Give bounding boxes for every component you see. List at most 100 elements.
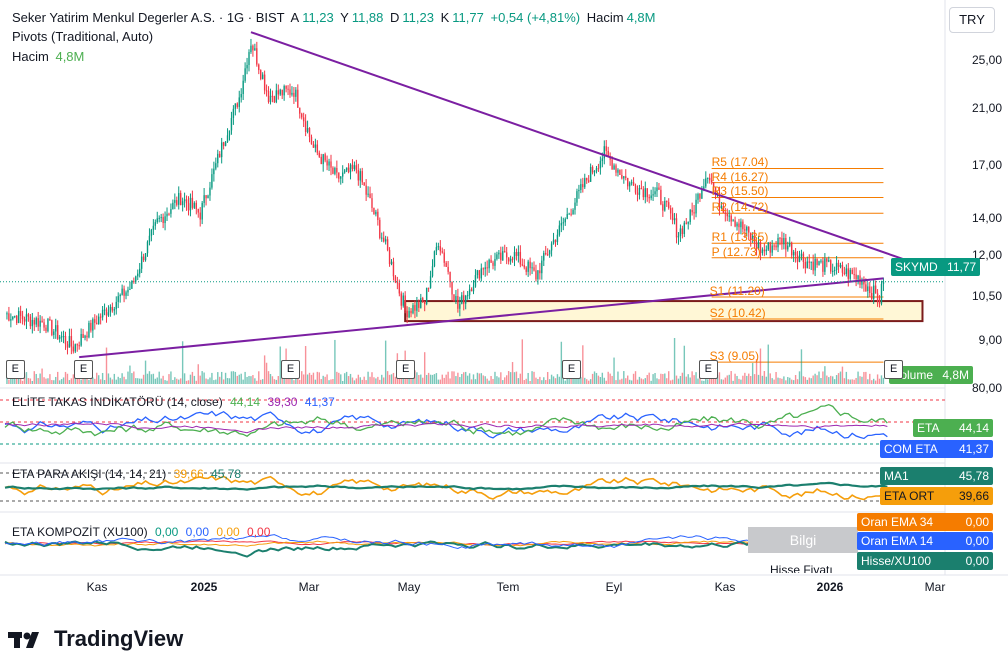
- volume-bar: [351, 377, 354, 384]
- candle-body: [76, 344, 78, 346]
- candle-body: [869, 286, 871, 294]
- volume-legend[interactable]: Hacim 4,8M: [12, 48, 87, 65]
- candle-body: [117, 296, 119, 302]
- eta-signal-line: [4, 422, 888, 434]
- volume-bar: [53, 380, 55, 384]
- last-price: 11,77: [947, 260, 977, 274]
- volume-bar: [187, 380, 190, 384]
- candle-body: [480, 268, 483, 279]
- volume-bar: [185, 380, 188, 384]
- currency-button[interactable]: TRY: [949, 7, 995, 33]
- volume-bar: [316, 371, 319, 384]
- volume-bar: [170, 371, 172, 384]
- candle-body: [281, 89, 283, 96]
- volume-bar: [103, 380, 106, 384]
- candle-body: [369, 193, 371, 199]
- ticker-label: SKYMD: [895, 260, 938, 274]
- candle-body: [824, 258, 826, 272]
- candle-body: [162, 217, 164, 224]
- tradingview-logo[interactable]: TradingView: [8, 626, 183, 652]
- candle-body: [431, 266, 434, 277]
- volume-bar: [318, 372, 320, 384]
- price-tick: 9,00: [978, 333, 1002, 347]
- earnings-marker[interactable]: E: [562, 360, 582, 379]
- komposit-blue-line: [4, 534, 888, 549]
- volume-bar: [203, 372, 205, 384]
- pivots-legend[interactable]: Pivots (Traditional, Auto): [12, 29, 154, 44]
- candle-body: [384, 239, 387, 242]
- volume-bar: [66, 373, 69, 384]
- volume-bar: [443, 377, 445, 384]
- eta-badge: ETA 44,14: [913, 419, 993, 437]
- volume-bar: [70, 378, 73, 384]
- candle-body: [876, 293, 879, 302]
- candle-body: [410, 310, 412, 314]
- indicator1-legend[interactable]: ELİTE TAKAS İNDİKATÖRÜ (14, close) 44,14…: [12, 395, 335, 409]
- candle-body: [287, 88, 289, 90]
- volume-legend-value: 4,8M: [55, 49, 85, 64]
- earnings-marker[interactable]: E: [5, 360, 25, 379]
- earnings-marker[interactable]: E: [281, 360, 300, 379]
- volume-bar: [439, 379, 442, 384]
- candle-body: [220, 142, 223, 158]
- indicator3-legend[interactable]: ETA KOMPOZİT (XU100) 0,00 0,00 0,00 0,00: [12, 525, 270, 539]
- volume-bar: [260, 379, 262, 384]
- candle-body: [187, 203, 190, 211]
- volume-bar: [816, 375, 818, 384]
- candle-body: [193, 202, 196, 208]
- volume-bar: [472, 374, 475, 384]
- earnings-marker[interactable]: E: [884, 360, 904, 379]
- volume-bar: [882, 377, 885, 384]
- volume-bar: [671, 379, 674, 384]
- volume-bar: [410, 378, 412, 384]
- volume-bar: [369, 376, 371, 384]
- candle-body: [732, 220, 734, 222]
- volume-bar: [220, 371, 223, 384]
- volume-bar: [162, 375, 164, 384]
- candle-body: [568, 213, 570, 215]
- volume-bar: [99, 379, 102, 384]
- volume-bar: [837, 373, 840, 384]
- candle-body: [837, 262, 840, 267]
- volume-bar: [45, 378, 47, 384]
- volume-bar: [90, 375, 92, 384]
- candle-body: [492, 262, 494, 266]
- volume-bar: [27, 378, 30, 384]
- candle-body: [334, 168, 336, 174]
- volume-bar: [609, 373, 611, 384]
- volume-bar: [232, 371, 235, 384]
- candle-body: [33, 319, 35, 325]
- candle-body: [41, 320, 43, 323]
- candle-body: [798, 256, 801, 262]
- candle-body: [390, 261, 393, 265]
- candle-body: [191, 197, 194, 208]
- earnings-marker[interactable]: E: [74, 360, 94, 379]
- candle-body: [527, 261, 529, 272]
- candle-body: [517, 251, 520, 256]
- candle-body: [353, 165, 356, 170]
- candle-body: [49, 319, 51, 321]
- candle-body: [422, 298, 424, 302]
- candle-body: [103, 309, 106, 311]
- volume-bar: [168, 374, 170, 384]
- indicator2-legend[interactable]: ETA PARA AKIŞI (14, 14, 21) 39,66 45,78: [12, 467, 241, 481]
- candle-body: [60, 336, 63, 338]
- volume-bar: [451, 371, 453, 384]
- volume-bar: [710, 377, 713, 384]
- earnings-marker[interactable]: E: [698, 360, 718, 379]
- volume-bar: [666, 378, 668, 384]
- candle-body: [828, 260, 830, 262]
- volume-bar: [777, 377, 779, 384]
- volume-bar: [293, 380, 295, 384]
- volume-bar: [164, 380, 166, 384]
- candle-body: [625, 176, 627, 178]
- candle-body: [441, 251, 443, 253]
- candle-body: [867, 286, 869, 292]
- candle-body: [455, 296, 457, 302]
- candle-body: [234, 103, 237, 109]
- volume-bar: [830, 375, 832, 384]
- volume-bar: [304, 346, 307, 384]
- volume-bar: [131, 373, 133, 384]
- earnings-marker[interactable]: E: [396, 360, 416, 379]
